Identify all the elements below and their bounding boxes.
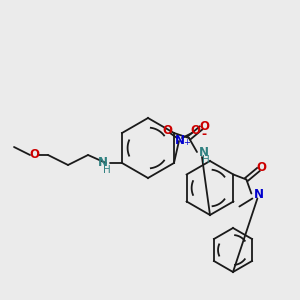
Text: O: O <box>190 124 200 137</box>
Text: N: N <box>254 188 263 201</box>
Text: +: + <box>183 138 190 147</box>
Text: O: O <box>256 161 266 174</box>
Text: -: - <box>201 128 206 141</box>
Text: O: O <box>162 124 172 137</box>
Text: N: N <box>199 146 209 160</box>
Text: O: O <box>29 148 39 161</box>
Text: O: O <box>199 119 209 133</box>
Text: H: H <box>103 165 111 175</box>
Text: N: N <box>98 155 108 169</box>
Text: N: N <box>175 134 185 148</box>
Text: H: H <box>202 155 210 165</box>
